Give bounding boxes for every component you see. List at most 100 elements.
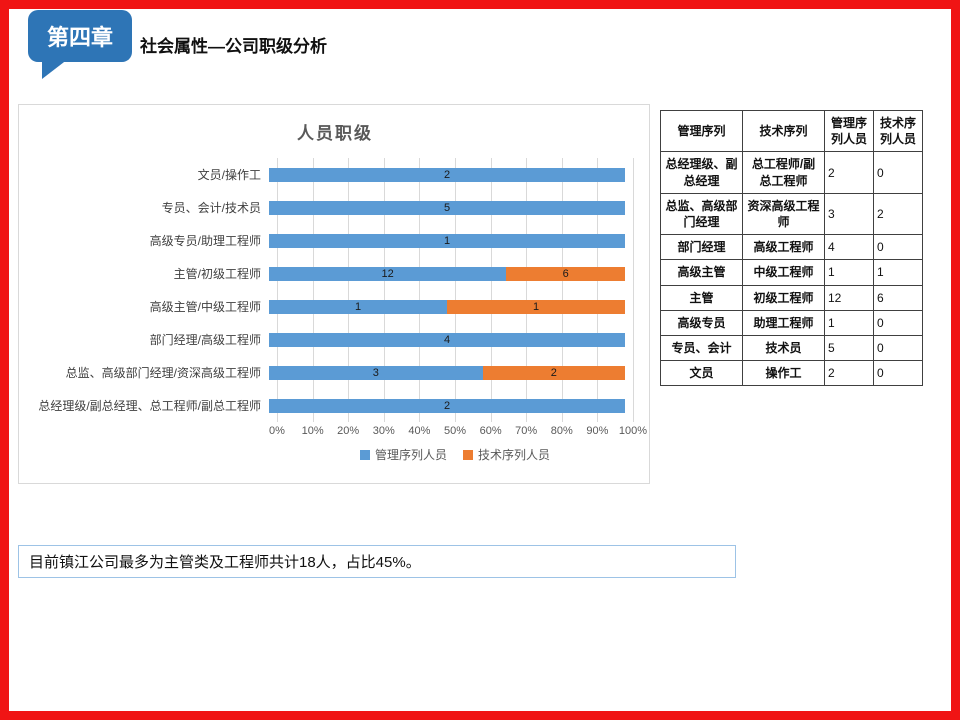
bar-segment-management: 12 [269, 266, 507, 281]
bar-row: 高级专员/助理工程师 1 [33, 224, 633, 257]
table-row: 主管 初级工程师 12 6 [660, 284, 923, 311]
gridline [455, 158, 456, 422]
gridline [561, 158, 563, 422]
table-row: 高级专员 助理工程师 1 0 [660, 309, 923, 336]
chart-legend: 管理序列人员 技术序列人员 [277, 446, 633, 463]
bar-row: 主管/初级工程师 12 6 [33, 257, 633, 290]
table-cell-count: 0 [873, 234, 923, 261]
legend-label: 管理序列人员 [374, 448, 447, 462]
table-cell-count: 6 [873, 284, 923, 311]
table-cell-title: 高级专员 [660, 309, 743, 336]
bar-row: 文员/操作工 2 [33, 158, 633, 191]
category-label: 高级专员/助理工程师 [149, 234, 261, 248]
table-cell-title: 操作工 [742, 360, 825, 387]
x-tick-label: 60% [479, 425, 502, 437]
table-cell-count: 2 [873, 192, 923, 236]
chapter-badge-label: 第四章 [46, 25, 113, 50]
x-tick-label: 70% [515, 425, 538, 437]
table-cell-count: 2 [824, 360, 874, 387]
bar-segment-technical: 2 [482, 365, 625, 380]
bar-segment-management: 3 [269, 365, 483, 380]
table-cell-title: 总经理级、副总经理 [660, 151, 743, 194]
table-cell-count: 1 [873, 259, 923, 286]
bar-track: 4 [269, 332, 625, 347]
bar-row: 专员、会计/技术员 5 [33, 191, 633, 224]
x-tick-label: 10% [301, 425, 324, 437]
gridline [312, 158, 314, 422]
bar-segment-management: 2 [269, 398, 625, 413]
category-label: 总监、高级部门经理/资深高级工程师 [65, 366, 261, 380]
table-header-cell: 技术序列 [742, 109, 825, 153]
gridline [419, 158, 421, 422]
gridline [597, 158, 599, 422]
table-row: 总经理级、副总经理 总工程师/副总工程师 2 0 [660, 151, 923, 194]
gridline-layer [277, 158, 634, 422]
legend-label: 技术序列人员 [478, 448, 551, 462]
bar-segment-management: 5 [269, 200, 625, 215]
bar-segment-management: 1 [269, 233, 625, 248]
table-cell-title: 初级工程师 [742, 284, 825, 311]
table-header-cell: 管理序列人员 [824, 109, 874, 153]
x-axis: 0% 10% 20% 30% 40% 50% 60% 70% 80% 90% 100% [269, 422, 647, 440]
legend-item: 技术序列人员 [463, 446, 550, 463]
bar-track: 1 [269, 233, 625, 248]
table-cell-count: 2 [824, 151, 874, 194]
table-cell-title: 高级工程师 [742, 234, 825, 261]
page-title: 社会属性—公司职级分析 [140, 37, 327, 56]
category-label: 文员/操作工 [197, 168, 261, 182]
bar-track: 2 [269, 167, 625, 182]
bar-rows: 文员/操作工 2 专员、会计/技术员 5 高级专员/助理工程师 1 主管/初级工程师 12 6 高… [33, 158, 633, 422]
bar-row: 总经理级/副总经理、总工程师/副总工程师 2 [33, 389, 633, 422]
table-cell-count: 12 [824, 284, 874, 311]
bar-segment-management: 1 [269, 299, 447, 314]
x-tick-label: 20% [337, 425, 360, 437]
chapter-badge: 第四章 [28, 10, 132, 79]
x-tick-label: 30% [372, 425, 395, 437]
gridline [277, 158, 278, 422]
table-cell-count: 4 [824, 234, 874, 261]
table-cell-title: 高级主管 [660, 259, 743, 286]
table-header-row: 管理序列 技术序列 管理序列人员 技术序列人员 [660, 109, 923, 153]
chart-panel: 人员职级 文员/操作工 2 专员、会计/技术员 5 高级专员/助理工程师 1 主管/初级工程… [18, 104, 650, 484]
gridline [526, 158, 528, 422]
gridline [633, 158, 634, 422]
legend-item: 管理序列人员 [359, 446, 447, 463]
legend-swatch [359, 449, 370, 460]
table-cell-count: 0 [873, 334, 923, 362]
gridline [490, 158, 492, 422]
x-tick-label: 50% [443, 425, 467, 437]
table-cell-count: 0 [873, 309, 923, 336]
category-label: 专员、会计/技术员 [161, 201, 261, 215]
table-header-cell: 技术序列人员 [873, 109, 923, 153]
category-label: 主管/初级工程师 [173, 267, 261, 281]
table-cell-title: 助理工程师 [742, 309, 825, 336]
x-tick-label: 100% [618, 425, 648, 437]
table-cell-count: 5 [824, 334, 874, 362]
table-row: 部门经理 高级工程师 4 0 [660, 234, 923, 261]
legend-swatch [463, 449, 473, 460]
table-cell-title: 总监、高级部门经理 [660, 192, 743, 236]
bar-segment-technical: 1 [447, 299, 625, 314]
x-tick-label: 80% [550, 425, 573, 437]
category-label: 高级主管/中级工程师 [149, 300, 261, 314]
bar-segment-technical: 6 [506, 266, 625, 281]
bar-track: 12 6 [269, 266, 625, 281]
x-tick-label: 0% [269, 425, 285, 437]
bar-track: 2 [269, 398, 625, 413]
table-header-cell: 管理序列 [660, 109, 743, 153]
table-cell-count: 1 [824, 259, 874, 286]
summary-note-box: 目前镇江公司最多为主管类及工程师共计18人，占比45%。 [18, 545, 736, 578]
table-row: 高级主管 中级工程师 1 1 [660, 259, 923, 286]
table-cell-count: 1 [824, 309, 874, 336]
bar-row: 总监、高级部门经理/资深高级工程师 3 2 [33, 356, 633, 389]
x-tick-label: 90% [586, 425, 609, 437]
table-cell-title: 资深高级工程师 [742, 192, 825, 236]
stacked-bar-chart: 文员/操作工 2 专员、会计/技术员 5 高级专员/助理工程师 1 主管/初级工程师 12 6 高… [33, 158, 634, 422]
table-cell-title: 专员、会计 [660, 334, 743, 362]
table-cell-title: 主管 [660, 284, 743, 311]
bar-segment-management: 2 [269, 167, 625, 182]
gridline [348, 158, 350, 422]
category-label: 总经理级/副总经理、总工程师/副总工程师 [38, 399, 261, 413]
